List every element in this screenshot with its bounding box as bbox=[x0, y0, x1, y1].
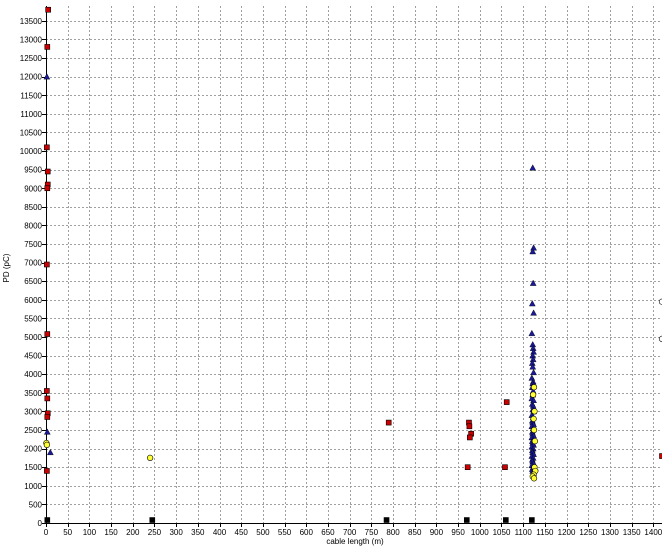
square-point bbox=[45, 44, 50, 49]
x-tick-label: 1100 bbox=[515, 528, 533, 537]
y-axis-label: PD (pC) bbox=[2, 253, 11, 282]
x-tick-label: 50 bbox=[63, 528, 72, 537]
x-tick-label: 0 bbox=[44, 528, 49, 537]
y-tick-label: 3500 bbox=[24, 389, 42, 398]
square-point bbox=[502, 465, 507, 470]
x-tick-label: 1300 bbox=[601, 528, 619, 537]
x-tick-label: 1400 bbox=[644, 528, 662, 537]
y-tick-label: 6000 bbox=[24, 296, 42, 305]
y-tick-label: 12500 bbox=[20, 54, 43, 63]
y-tick-label: 5000 bbox=[24, 333, 42, 342]
x-tick-label: 1000 bbox=[471, 528, 489, 537]
y-tick-label: 6500 bbox=[24, 277, 42, 286]
square-point bbox=[529, 518, 534, 523]
y-tick-label: 1000 bbox=[24, 482, 42, 491]
x-tick-label: 1200 bbox=[558, 528, 576, 537]
square-point bbox=[464, 518, 469, 523]
x-tick-label: 1350 bbox=[623, 528, 641, 537]
y-tick-label: 4000 bbox=[24, 370, 42, 379]
square-point bbox=[45, 518, 50, 523]
square-point bbox=[504, 400, 509, 405]
y-tick-label: 11500 bbox=[20, 91, 42, 100]
square-point bbox=[45, 396, 50, 401]
square-point bbox=[384, 518, 389, 523]
y-tick-label: 9500 bbox=[24, 166, 42, 175]
y-tick-label: 1500 bbox=[24, 463, 42, 472]
y-tick-label: 2500 bbox=[24, 426, 42, 435]
x-tick-label: 650 bbox=[321, 528, 335, 537]
y-tick-label: 7000 bbox=[24, 259, 42, 268]
y-tick-label: 8000 bbox=[24, 221, 42, 230]
y-tick-label: 4500 bbox=[24, 352, 42, 361]
x-axis-label: cable length (m) bbox=[326, 537, 384, 546]
circle-point bbox=[530, 392, 536, 398]
x-tick-label: 1150 bbox=[536, 528, 554, 537]
square-point bbox=[46, 7, 51, 12]
x-tick-label: 1050 bbox=[493, 528, 511, 537]
y-tick-label: 7500 bbox=[24, 240, 42, 249]
x-tick-label: 800 bbox=[386, 528, 400, 537]
x-tick-label: 200 bbox=[126, 528, 140, 537]
y-tick-label: 10500 bbox=[20, 128, 43, 137]
y-tick-label: 10000 bbox=[20, 147, 43, 156]
y-tick-label: 12000 bbox=[20, 73, 43, 82]
x-tick-label: 550 bbox=[278, 528, 292, 537]
x-tick-label: 900 bbox=[430, 528, 444, 537]
x-tick-label: 450 bbox=[235, 528, 249, 537]
square-point bbox=[45, 186, 50, 191]
x-tick-label: 400 bbox=[213, 528, 227, 537]
square-point bbox=[45, 169, 50, 174]
circle-point bbox=[147, 455, 153, 461]
square-point bbox=[45, 332, 50, 337]
x-tick-label: 100 bbox=[83, 528, 97, 537]
y-tick-label: 13000 bbox=[20, 35, 43, 44]
y-tick-label: 8500 bbox=[24, 203, 42, 212]
square-point bbox=[467, 424, 472, 429]
circle-point bbox=[44, 442, 50, 448]
x-tick-label: 250 bbox=[148, 528, 162, 537]
square-point bbox=[45, 414, 50, 419]
x-tick-label: 750 bbox=[365, 528, 379, 537]
circle-point bbox=[531, 427, 537, 433]
y-tick-label: 3000 bbox=[24, 407, 42, 416]
x-tick-label: 300 bbox=[169, 528, 183, 537]
circle-point bbox=[532, 409, 538, 415]
x-tick-label: 850 bbox=[408, 528, 422, 537]
x-tick-label: 500 bbox=[256, 528, 270, 537]
x-tick-label: 150 bbox=[104, 528, 118, 537]
circle-point bbox=[531, 476, 537, 482]
square-point bbox=[465, 465, 470, 470]
x-tick-label: 950 bbox=[451, 528, 465, 537]
square-point bbox=[44, 262, 49, 267]
y-tick-label: 2000 bbox=[24, 445, 42, 454]
circle-point bbox=[532, 438, 538, 444]
square-point bbox=[503, 518, 508, 523]
square-point bbox=[467, 435, 472, 440]
x-tick-label: 700 bbox=[343, 528, 357, 537]
x-tick-label: 1250 bbox=[579, 528, 597, 537]
square-point bbox=[386, 420, 391, 425]
y-tick-label: 0 bbox=[38, 519, 43, 528]
square-point bbox=[44, 388, 49, 393]
square-point bbox=[44, 468, 49, 473]
y-tick-label: 13500 bbox=[20, 17, 43, 26]
circle-point bbox=[531, 384, 537, 390]
y-tick-label: 9000 bbox=[24, 184, 42, 193]
circle-point bbox=[531, 416, 537, 422]
square-point bbox=[150, 518, 155, 523]
square-point bbox=[44, 145, 49, 150]
x-tick-label: 600 bbox=[300, 528, 314, 537]
y-tick-label: 500 bbox=[29, 500, 43, 509]
y-tick-label: 11000 bbox=[20, 110, 42, 119]
y-tick-label: 5500 bbox=[24, 314, 42, 323]
x-tick-label: 350 bbox=[191, 528, 205, 537]
